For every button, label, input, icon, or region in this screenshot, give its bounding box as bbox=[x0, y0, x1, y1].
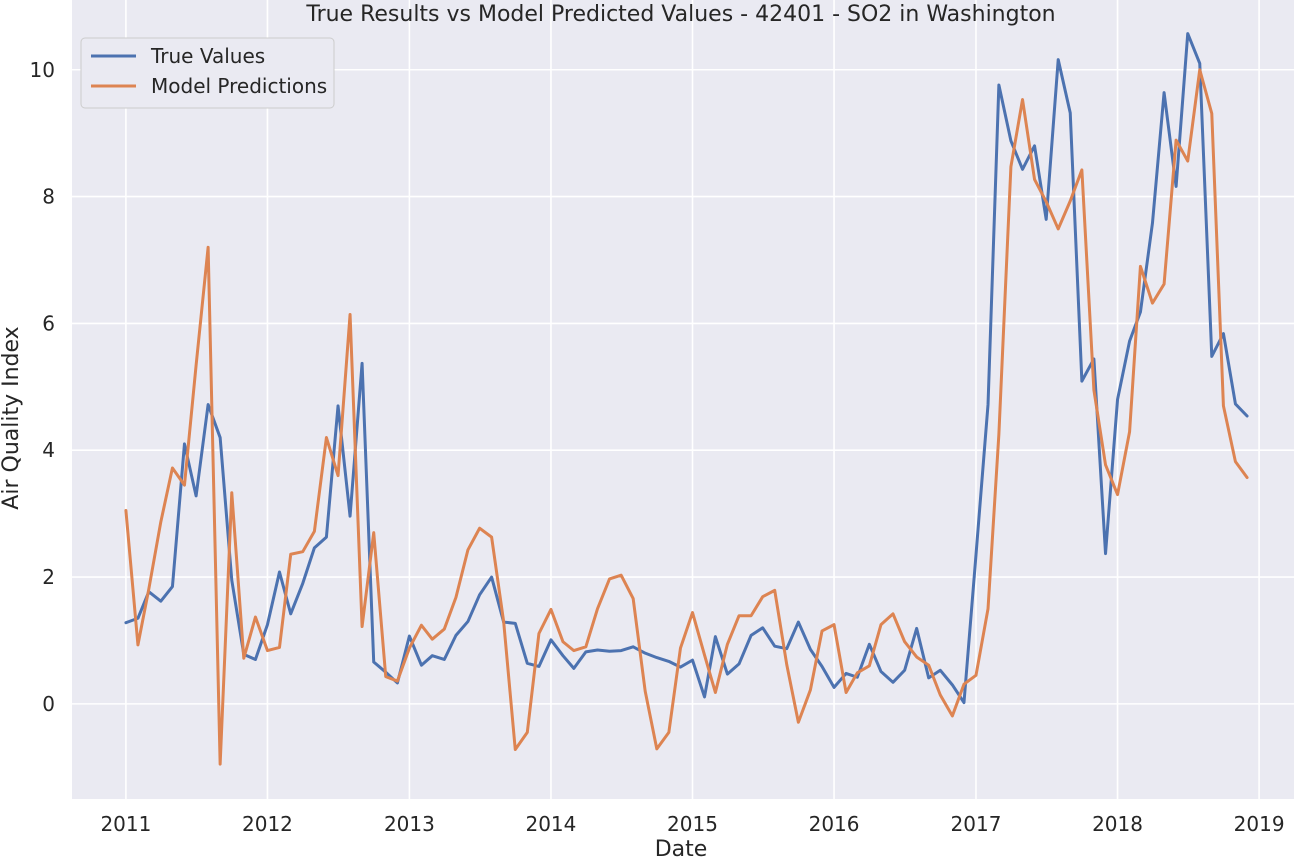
x-axis-label: Date bbox=[655, 837, 708, 862]
x-tick-label: 2019 bbox=[1234, 812, 1285, 836]
x-tick-label: 2018 bbox=[1092, 812, 1143, 836]
tick-labels: 2011 2012 2013 2014 2015 2016 2017 2018 2019 0 2 4 6… bbox=[30, 58, 1285, 836]
y-tick-label: 8 bbox=[42, 185, 55, 209]
series-line-true-values bbox=[124, 32, 1249, 705]
y-tick-label: 10 bbox=[30, 58, 55, 82]
y-tick-label: 0 bbox=[42, 692, 55, 716]
y-tick-label: 2 bbox=[42, 565, 55, 589]
y-tick-label: 4 bbox=[42, 438, 55, 462]
legend-box bbox=[80, 37, 335, 109]
plot-area bbox=[72, 0, 1294, 799]
x-tick-label: 2012 bbox=[242, 812, 293, 836]
x-tick-label: 2011 bbox=[100, 812, 151, 836]
x-tick-label: 2013 bbox=[384, 812, 435, 836]
legend-label-true-values: True Values bbox=[150, 44, 265, 68]
x-tick-label: 2014 bbox=[525, 812, 576, 836]
y-tick-label: 6 bbox=[42, 311, 55, 335]
x-tick-label: 2015 bbox=[667, 812, 718, 836]
x-tick-label: 2016 bbox=[809, 812, 860, 836]
series-layer bbox=[124, 32, 1249, 766]
legend: True Values Model Predictions bbox=[80, 37, 335, 109]
y-axis-label: Air Quality Index bbox=[0, 326, 24, 509]
x-tick-label: 2017 bbox=[951, 812, 1002, 836]
legend-label-model-predictions: Model Predictions bbox=[151, 74, 327, 98]
chart-title: True Results vs Model Predicted Values -… bbox=[305, 2, 1055, 27]
series-line-model-predictions bbox=[124, 68, 1249, 766]
